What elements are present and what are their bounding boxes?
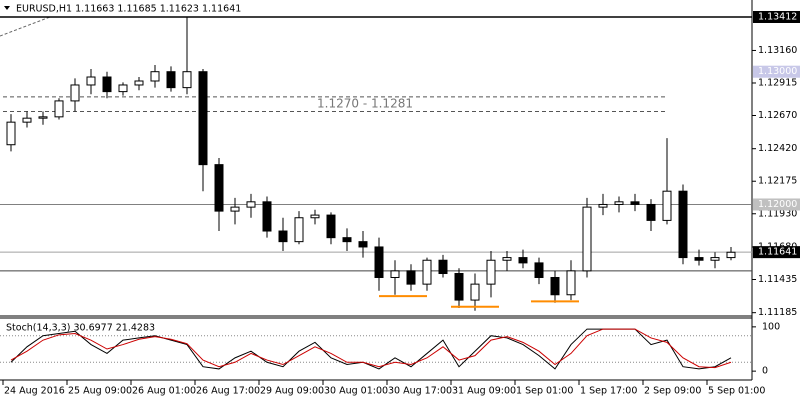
dropdown-icon[interactable] (4, 6, 10, 10)
candle-body (118, 84, 128, 93)
candle-body (646, 203, 656, 221)
candle-body (470, 283, 480, 301)
candle-body (246, 201, 256, 208)
x-tick-label: 30 Aug 01:00 (324, 386, 388, 397)
candle-body (22, 117, 32, 123)
candle-body (310, 214, 320, 219)
x-tick-label: 1 Sep 17:00 (580, 386, 637, 397)
candle-body (582, 206, 592, 272)
candle-body (262, 201, 272, 232)
y-tick-label: 1.11185 (758, 307, 797, 318)
x-tick-label: 2 Sep 09:00 (644, 386, 701, 397)
candle-body (614, 201, 624, 205)
x-tick-label: 31 Aug 09:00 (452, 386, 516, 397)
level-label-box (753, 198, 800, 211)
candle-body (326, 214, 336, 239)
candle-body (374, 246, 384, 278)
level-label: 1.11641 (758, 247, 797, 258)
x-tick-label: 25 Aug 09:00 (68, 386, 132, 397)
candle-body (86, 76, 96, 86)
candle-body (550, 276, 560, 296)
candle-body (406, 270, 416, 285)
y-tick-label: 1.12670 (758, 110, 797, 121)
candle-body (438, 259, 448, 275)
candle-body (630, 201, 640, 205)
y-tick-label: 1.12175 (758, 176, 797, 187)
candle-body (678, 190, 688, 259)
candle-body (694, 257, 704, 261)
candle-body (710, 257, 720, 261)
level-label: 1.13000 (758, 66, 797, 77)
stoch-line (10, 328, 732, 369)
level-label-box (753, 65, 800, 78)
level-label-box (753, 246, 800, 259)
y-tick-label: 1.12420 (758, 143, 797, 154)
candle-body (726, 251, 736, 259)
y-tick-label: 0 (762, 366, 768, 377)
level-label: 1.13412 (758, 11, 797, 22)
y-tick-label: 1.12915 (758, 77, 797, 88)
candle-body (598, 203, 608, 208)
candle-body (6, 121, 16, 146)
x-tick-label: 5 Sep 01:00 (708, 386, 765, 397)
candle-body (198, 71, 208, 166)
candle-body (566, 270, 576, 296)
y-tick-label: 100 (762, 321, 780, 332)
candle-body (358, 241, 368, 248)
candle-body (454, 273, 464, 301)
candle-body (150, 71, 160, 82)
chart-title: EURUSD,H1 1.11663 1.11685 1.11623 1.1164… (16, 4, 241, 15)
x-tick-label: 24 Aug 2016 (4, 386, 65, 397)
candle-body (54, 100, 64, 118)
x-tick-label: 1 Sep 01:00 (516, 386, 573, 397)
level-label: 1.12000 (758, 199, 797, 210)
candle-body (230, 206, 240, 212)
x-tick-label: 29 Aug 09:00 (260, 386, 324, 397)
candle-body (422, 259, 432, 285)
candle-body (518, 257, 528, 264)
candle-body (278, 230, 288, 243)
candle-body (342, 237, 352, 243)
y-tick-label: 1.11435 (758, 274, 797, 285)
y-tick-label: 1.13160 (758, 45, 797, 56)
candle-body (662, 190, 672, 221)
candle-body (70, 84, 80, 102)
x-tick-label: 26 Aug 17:00 (196, 386, 260, 397)
candle-body (102, 76, 112, 93)
candle-body (534, 262, 544, 278)
level-label-box (753, 10, 800, 23)
candle-body (214, 164, 224, 212)
y-tick-label: 1.11930 (758, 208, 797, 219)
candle-body (182, 71, 192, 89)
candle-body (390, 270, 400, 278)
candle-body (166, 71, 176, 89)
x-tick-label: 26 Aug 01:00 (132, 386, 196, 397)
candle-body (294, 217, 304, 243)
annotation: 1.1270 - 1.1281 (317, 97, 413, 111)
candle-body (502, 257, 512, 261)
trend-line (0, 16, 51, 37)
candle-body (486, 259, 496, 285)
candle-body (38, 116, 48, 119)
x-tick-label: 30 Aug 17:00 (388, 386, 452, 397)
candle-body (134, 80, 144, 86)
indicator-title: Stoch(14,3,3) 30.6977 21.4283 (6, 323, 155, 334)
